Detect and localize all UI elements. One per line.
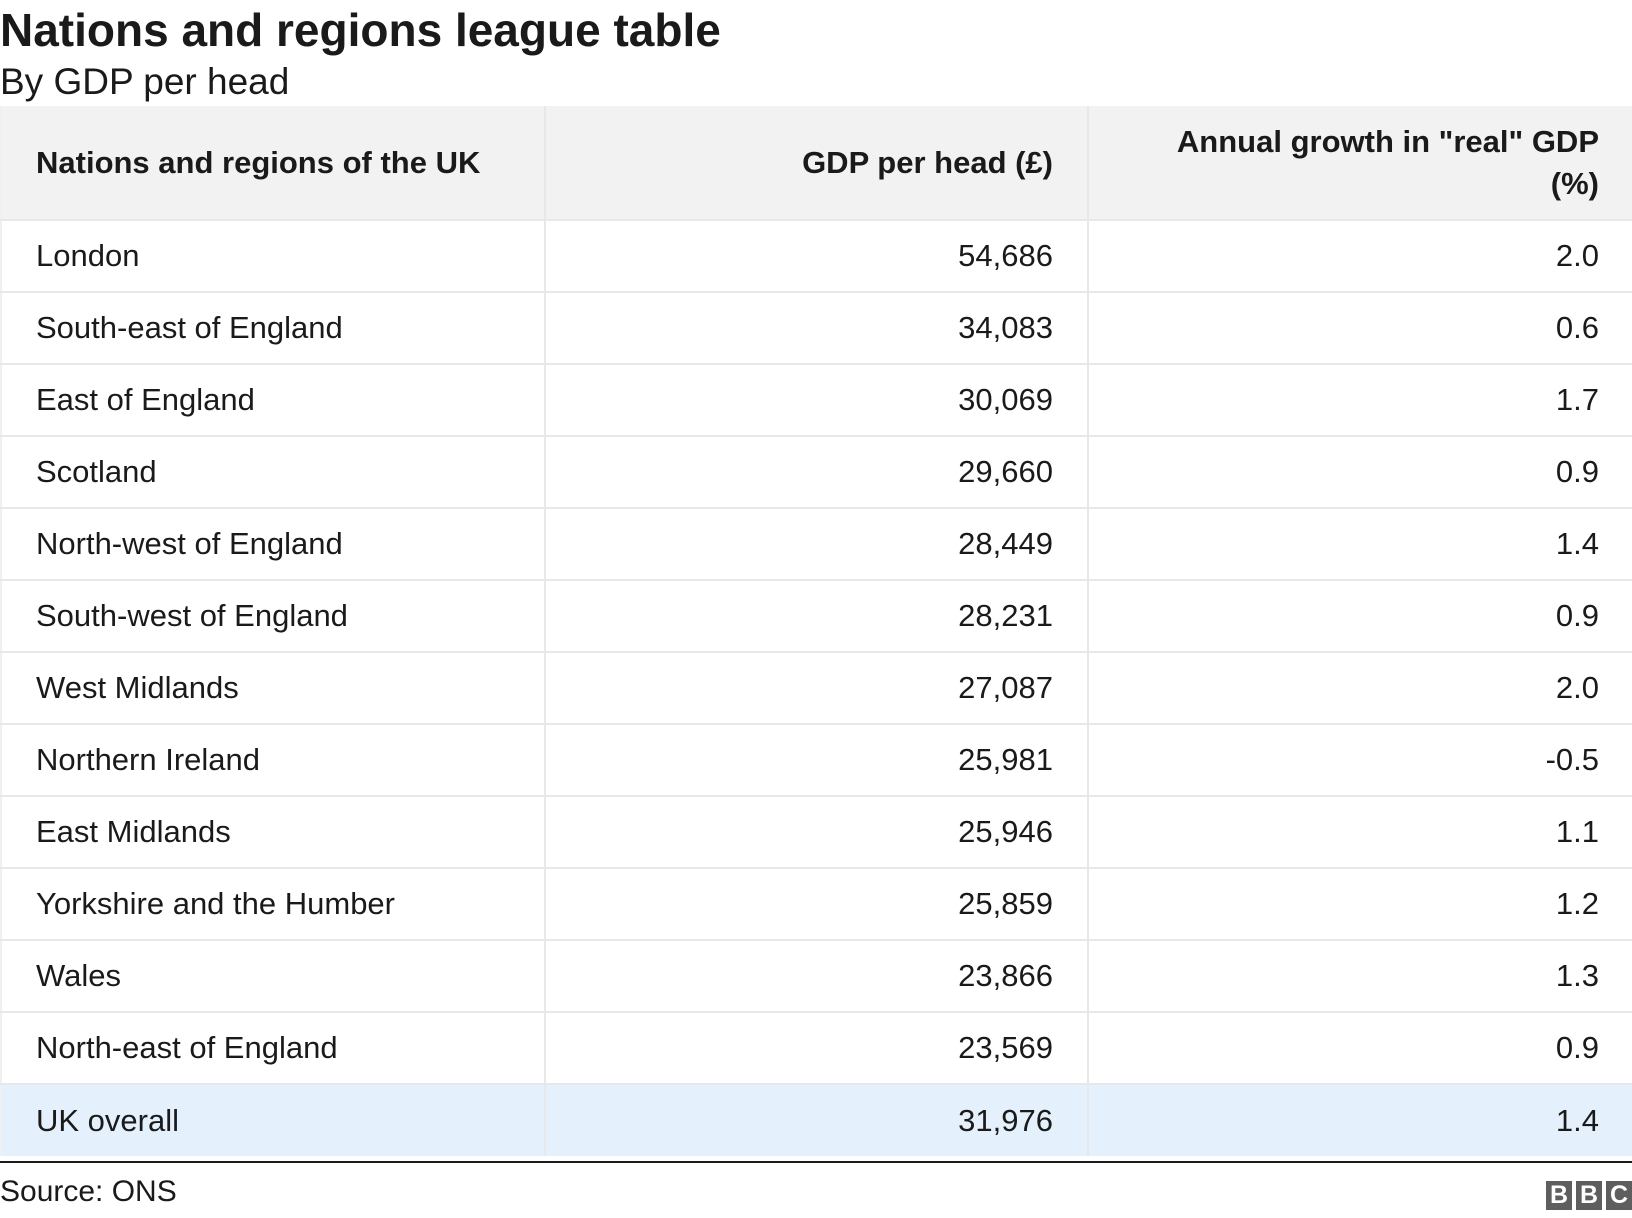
chart-title: Nations and regions league table [0,4,721,56]
footer-divider [0,1161,1632,1163]
league-table-container: Nations and regions of the UK GDP per he… [0,106,1632,1156]
table-row: North-west of England 28,449 1.4 [0,508,1632,581]
table-row: Northern Ireland 25,981 -0.5 [0,724,1632,797]
cell-gdp-per-head: 54,686 [544,220,1088,293]
table-row: East Midlands 25,946 1.1 [0,796,1632,869]
cell-gdp-per-head: 23,569 [544,1012,1088,1085]
cell-annual-growth: 1.7 [1087,364,1632,437]
table-row: Yorkshire and the Humber 25,859 1.2 [0,868,1632,941]
cell-annual-growth: 2.0 [1087,652,1632,725]
table-body: London 54,686 2.0 South-east of England 34,0… [0,220,1632,1156]
cell-region: Yorkshire and the Humber [0,868,545,941]
cell-annual-growth: 1.4 [1087,1084,1632,1156]
column-header-annual-growth[interactable]: Annual growth in "real" GDP (%) [1087,106,1632,221]
header-row: Nations and regions of the UK GDP per he… [0,106,1632,221]
table-row: South-west of England 28,231 0.9 [0,580,1632,653]
table-row: North-east of England 23,569 0.9 [0,1012,1632,1085]
cell-region: UK overall [0,1084,545,1156]
logo-letter: C [1606,1181,1632,1210]
cell-gdp-per-head: 25,946 [544,796,1088,869]
logo-letter: B [1546,1181,1572,1210]
logo-letter: B [1576,1181,1602,1210]
league-table: Nations and regions of the UK GDP per he… [0,106,1632,1156]
cell-region: East of England [0,364,545,437]
table-row: London 54,686 2.0 [0,220,1632,293]
cell-annual-growth: 0.9 [1087,1012,1632,1085]
cell-gdp-per-head: 31,976 [544,1084,1088,1156]
cell-gdp-per-head: 28,231 [544,580,1088,653]
cell-region: East Midlands [0,796,545,869]
cell-gdp-per-head: 28,449 [544,508,1088,581]
cell-gdp-per-head: 30,069 [544,364,1088,437]
cell-region: Wales [0,940,545,1013]
table-row: South-east of England 34,083 0.6 [0,292,1632,365]
table-header: Nations and regions of the UK GDP per he… [0,106,1632,221]
table-row: Wales 23,866 1.3 [0,940,1632,1013]
cell-annual-growth: 0.6 [1087,292,1632,365]
cell-region: South-east of England [0,292,545,365]
cell-annual-growth: 1.4 [1087,508,1632,581]
cell-region: London [0,220,545,293]
cell-gdp-per-head: 25,981 [544,724,1088,797]
cell-annual-growth: 1.3 [1087,940,1632,1013]
column-header-region[interactable]: Nations and regions of the UK [0,106,545,221]
cell-annual-growth: 1.1 [1087,796,1632,869]
cell-annual-growth: 1.2 [1087,868,1632,941]
bbc-logo: B B C [1546,1181,1632,1210]
cell-gdp-per-head: 29,660 [544,436,1088,509]
cell-region: North-east of England [0,1012,545,1085]
cell-gdp-per-head: 27,087 [544,652,1088,725]
cell-gdp-per-head: 34,083 [544,292,1088,365]
table-row-total: UK overall 31,976 1.4 [0,1084,1632,1156]
cell-annual-growth: -0.5 [1087,724,1632,797]
cell-gdp-per-head: 25,859 [544,868,1088,941]
cell-annual-growth: 2.0 [1087,220,1632,293]
cell-region: Northern Ireland [0,724,545,797]
table-row: East of England 30,069 1.7 [0,364,1632,437]
cell-region: Scotland [0,436,545,509]
cell-region: West Midlands [0,652,545,725]
cell-annual-growth: 0.9 [1087,436,1632,509]
column-header-gdp-per-head[interactable]: GDP per head (£) [544,106,1088,221]
cell-annual-growth: 0.9 [1087,580,1632,653]
chart-subtitle: By GDP per head [0,61,290,102]
table-row: West Midlands 27,087 2.0 [0,652,1632,725]
cell-region: South-west of England [0,580,545,653]
cell-gdp-per-head: 23,866 [544,940,1088,1013]
source-note: Source: ONS [0,1175,177,1208]
table-row: Scotland 29,660 0.9 [0,436,1632,509]
cell-region: North-west of England [0,508,545,581]
